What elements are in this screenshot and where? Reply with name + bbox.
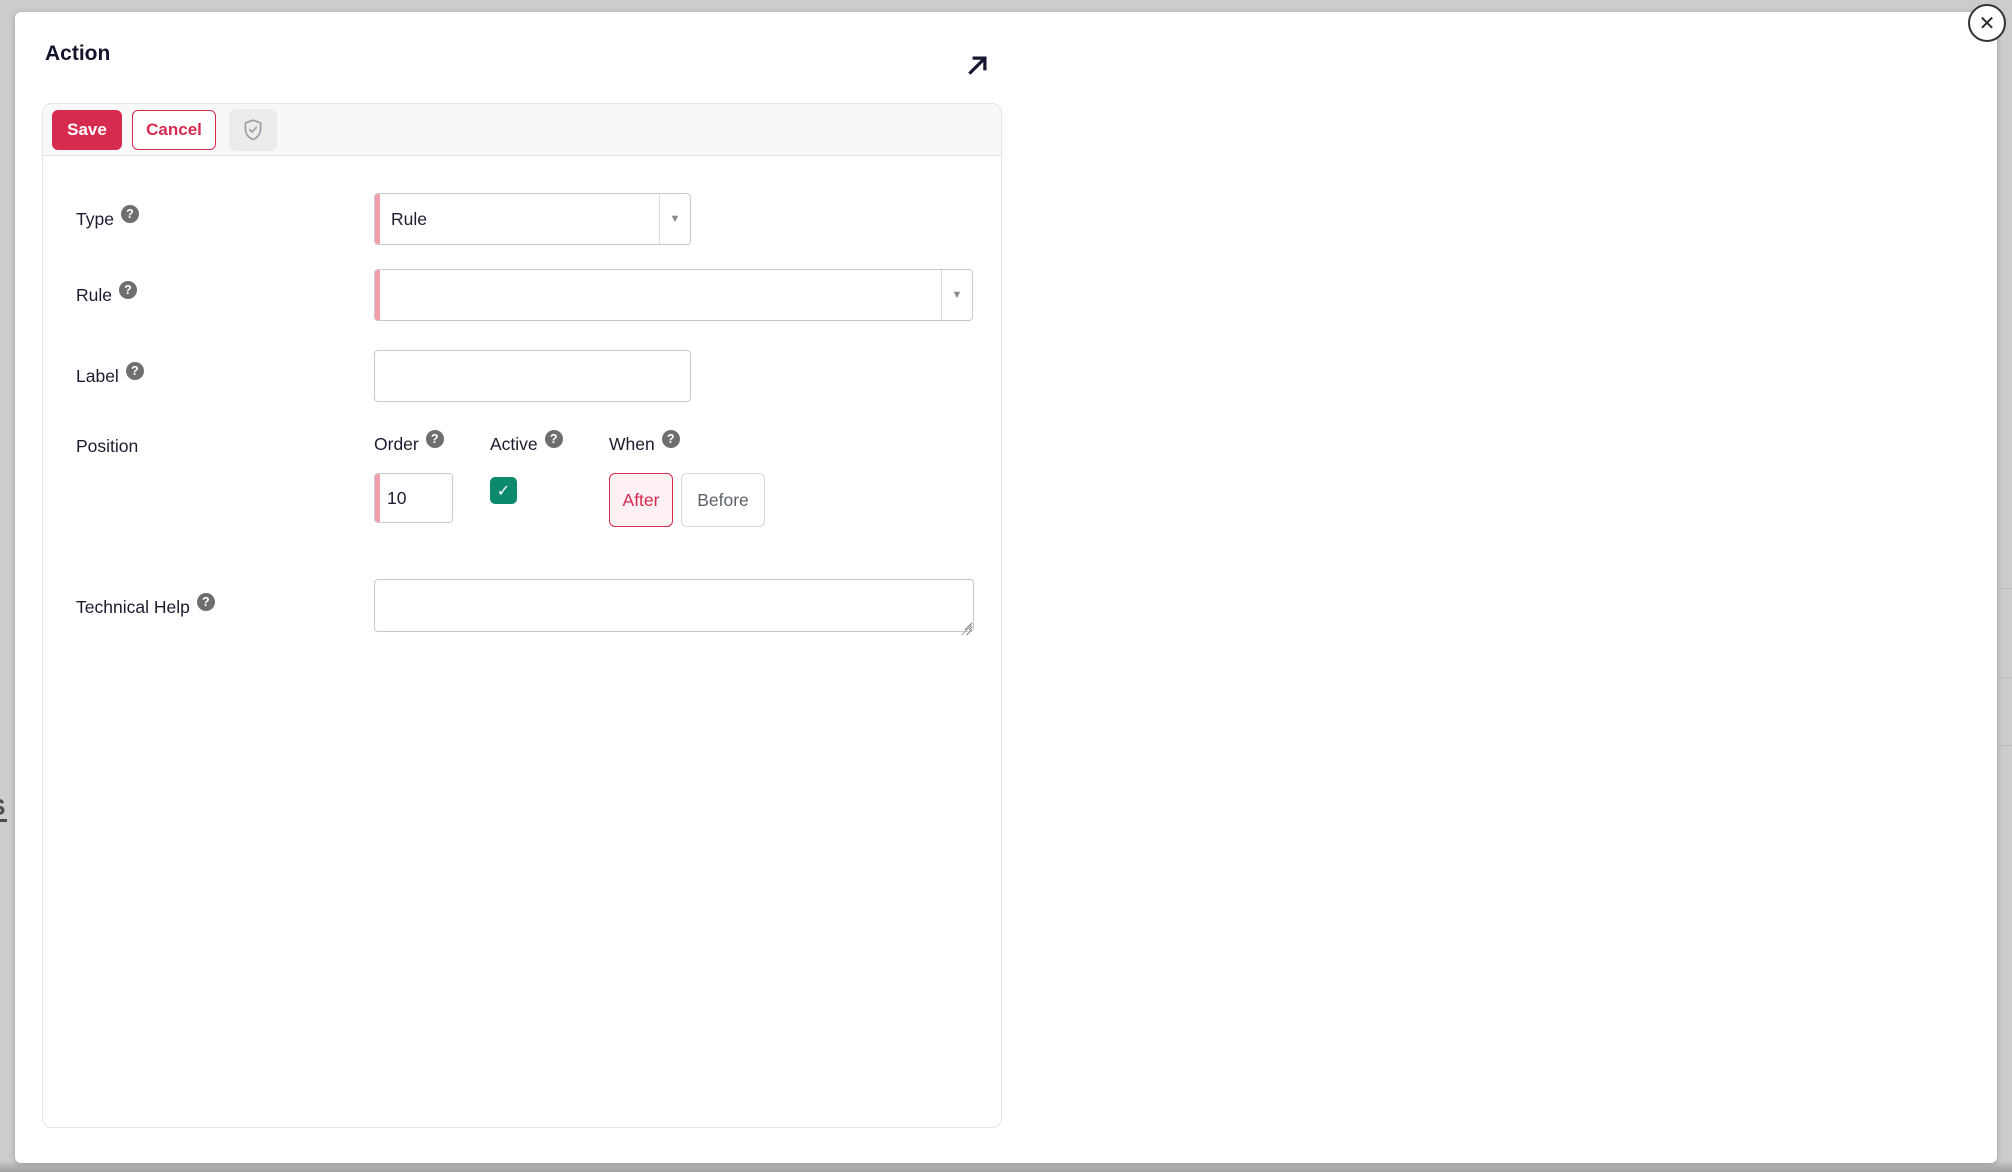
- close-button[interactable]: ✕: [1968, 4, 2006, 42]
- required-stripe: [375, 270, 380, 320]
- technical-help-label: Technical Help?: [76, 593, 374, 618]
- background-page-fragment: S: [0, 794, 5, 821]
- type-label: Type?: [76, 204, 374, 230]
- background-page-line: [1997, 745, 2012, 746]
- rule-label: Rule?: [76, 280, 374, 306]
- help-icon[interactable]: ?: [125, 361, 144, 380]
- form-row-label: Label?: [76, 350, 989, 402]
- required-stripe: [375, 474, 380, 522]
- chevron-down-icon: ▼: [669, 213, 681, 225]
- form-toolbar: Save Cancel: [43, 104, 1001, 156]
- label-input[interactable]: [374, 350, 691, 402]
- type-select[interactable]: Rule ▼: [374, 193, 691, 245]
- active-label: Active?: [490, 430, 563, 458]
- position-when-column: When? After Before: [609, 430, 765, 527]
- position-label: Position: [76, 436, 139, 456]
- active-checkbox[interactable]: ✓: [490, 477, 517, 504]
- background-page-line: [1997, 677, 2012, 678]
- form-row-technical-help: Technical Help?: [76, 578, 989, 637]
- help-icon[interactable]: ?: [120, 204, 139, 223]
- rule-select[interactable]: ▼: [374, 269, 973, 321]
- rule-select-value: [380, 270, 941, 320]
- when-control: After Before: [609, 473, 765, 527]
- help-icon[interactable]: ?: [544, 430, 563, 448]
- type-select-caret-button[interactable]: ▼: [659, 194, 690, 244]
- cancel-button[interactable]: Cancel: [132, 109, 216, 150]
- rule-select-caret-button[interactable]: ▼: [941, 270, 972, 320]
- form-row-position: Position Order?: [76, 430, 989, 527]
- when-toggle-group: After Before: [609, 473, 765, 527]
- checkbox-check-icon: ✓: [496, 482, 511, 500]
- action-form-panel: Save Cancel Type?: [42, 103, 1002, 1128]
- order-input-box: [374, 473, 453, 523]
- action-modal: Action Save Cancel: [15, 12, 1997, 1163]
- order-label: Order?: [374, 430, 453, 458]
- open-in-new-icon[interactable]: [963, 50, 993, 80]
- order-control: [374, 473, 453, 523]
- position-order-column: Order?: [374, 430, 453, 527]
- help-icon[interactable]: ?: [196, 593, 215, 611]
- chevron-down-icon: ▼: [951, 289, 963, 301]
- help-icon[interactable]: ?: [661, 430, 680, 448]
- page-title: Action: [45, 42, 111, 65]
- background-page-fragment-dash: [0, 819, 7, 822]
- type-select-value: Rule: [391, 208, 427, 229]
- form-row-rule: Rule? ▼: [76, 269, 989, 321]
- form-row-type: Type? Rule ▼: [76, 193, 989, 245]
- when-after-button[interactable]: After: [609, 473, 673, 527]
- technical-help-textarea[interactable]: [374, 578, 974, 632]
- position-group: Order? Active?: [374, 430, 765, 527]
- shield-check-button[interactable]: [229, 108, 277, 151]
- order-input[interactable]: [380, 474, 452, 522]
- shield-check-icon: [240, 116, 266, 144]
- position-active-column: Active? ✓: [490, 430, 563, 527]
- when-before-button[interactable]: Before: [681, 473, 765, 527]
- help-icon[interactable]: ?: [425, 430, 444, 448]
- technical-help-wrap: [374, 578, 974, 637]
- save-button[interactable]: Save: [52, 109, 122, 150]
- required-stripe: [375, 194, 380, 244]
- close-icon: ✕: [1978, 12, 1996, 35]
- form-body: Type? Rule ▼ Rule?: [43, 156, 1001, 1127]
- active-control: ✓: [490, 473, 552, 504]
- help-icon[interactable]: ?: [119, 280, 137, 299]
- label-field-label: Label?: [76, 361, 374, 387]
- background-bottom-shade: [0, 1161, 2012, 1172]
- background-page-line: [1997, 588, 2012, 589]
- when-label: When?: [609, 430, 765, 458]
